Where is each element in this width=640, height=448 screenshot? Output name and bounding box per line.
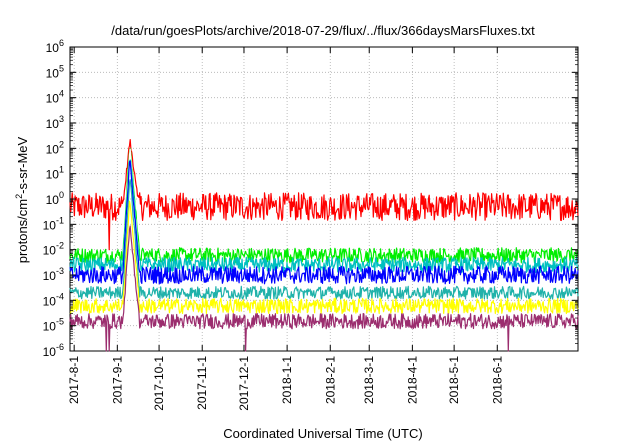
x-tick-label: 2017-12-1 xyxy=(237,356,251,411)
flux-series-line xyxy=(69,179,579,300)
x-tick-label: 2018-2-1 xyxy=(323,356,337,404)
x-tick-label: 2018-1-1 xyxy=(280,356,294,404)
x-axis-ticks: 2017-8-1 2017-9-1 2017-10-1 2017-11-1 2017-1… xyxy=(67,47,504,411)
y-tick-label: 104 xyxy=(46,89,64,106)
flux-series-line xyxy=(69,159,579,274)
x-tick-label: 2017-11-1 xyxy=(195,356,209,410)
x-tick-label: 2018-5-1 xyxy=(447,356,461,404)
series-layer xyxy=(69,139,579,352)
y-tick-label: 105 xyxy=(46,63,64,80)
y-tick-label: 10-4 xyxy=(43,291,64,308)
y-axis-label: protons/cm2-s-sr-MeV xyxy=(14,136,30,263)
y-tick-label: 10-5 xyxy=(43,317,64,334)
y-tick-label: 10-2 xyxy=(43,241,64,258)
chart-title: /data/run/goesPlots/archive/2018-07-29/f… xyxy=(111,23,535,38)
y-tick-label: 106 xyxy=(46,38,64,55)
x-tick-label: 2017-8-1 xyxy=(67,356,81,404)
flux-series-line xyxy=(69,160,579,285)
y-tick-label: 103 xyxy=(46,114,64,131)
flux-series-line xyxy=(69,139,579,251)
y-tick-label: 10-1 xyxy=(43,215,64,232)
x-tick-label: 2018-3-1 xyxy=(362,356,376,404)
flux-series-line xyxy=(69,225,579,352)
x-tick-label: 2018-6-1 xyxy=(490,356,504,404)
flux-series-line xyxy=(69,200,579,315)
y-tick-label: 102 xyxy=(46,139,64,156)
x-axis-label: Coordinated Universal Time (UTC) xyxy=(223,426,422,441)
x-tick-label: 2017-9-1 xyxy=(110,356,124,404)
y-tick-label: 10-6 xyxy=(43,342,64,359)
y-tick-label: 101 xyxy=(46,165,64,182)
x-tick-label: 2018-4-1 xyxy=(405,356,419,404)
y-tick-label: 10-3 xyxy=(43,266,64,283)
x-tick-label: 2017-10-1 xyxy=(152,356,166,411)
y-axis-ticks: 10-6 10-5 10-4 10-3 10-2 10-1 100 101 102 103 104 1… xyxy=(43,38,578,359)
y-tick-label: 100 xyxy=(46,190,64,207)
